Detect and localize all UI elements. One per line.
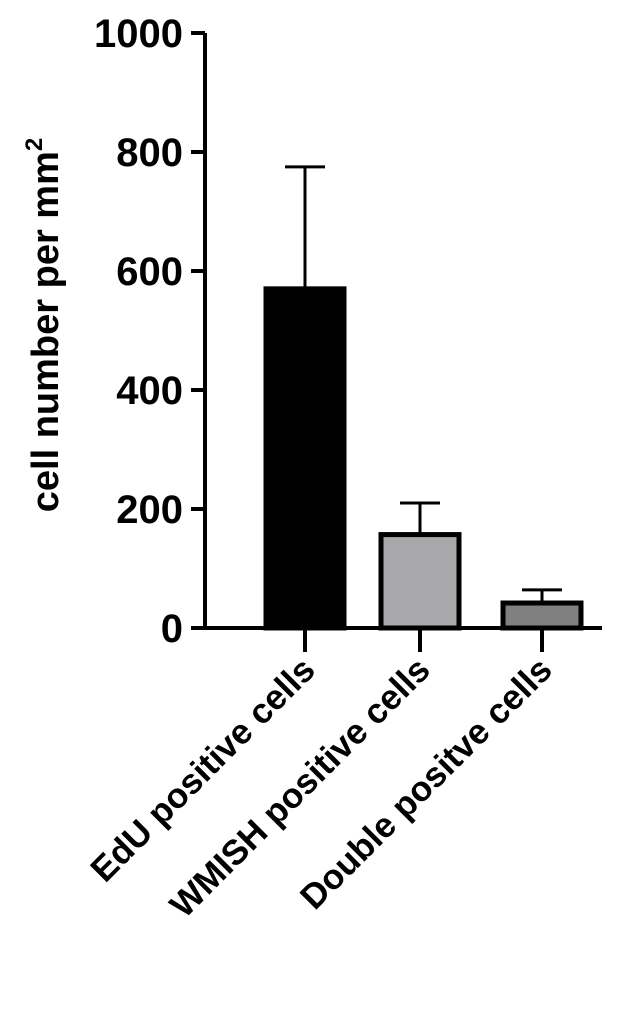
y-tick-label: 0 (161, 607, 183, 651)
x-axis (203, 626, 602, 652)
y-tick-label: 400 (116, 369, 183, 413)
y-tick-label: 600 (116, 250, 183, 294)
bars (263, 286, 584, 631)
category-label: Double positve cells (293, 650, 560, 917)
y-tick-label: 800 (116, 131, 183, 175)
error-bars (285, 165, 562, 604)
y-tick-label: 200 (116, 488, 183, 532)
y-tick-label: 1000 (94, 12, 183, 56)
y-axis-title-text: cell number per mm2 (21, 138, 67, 512)
y-axis-title-superscript: 2 (21, 138, 48, 151)
bar (378, 532, 462, 631)
y-axis: 0 200 400 600 800 1000 (94, 12, 207, 651)
y-axis-title-main: cell number per mm (25, 151, 67, 512)
y-axis-title: cell number per mm2 (21, 138, 67, 512)
bar (500, 600, 584, 631)
bar (263, 286, 347, 631)
category-label: EdU positive cells (83, 650, 322, 889)
